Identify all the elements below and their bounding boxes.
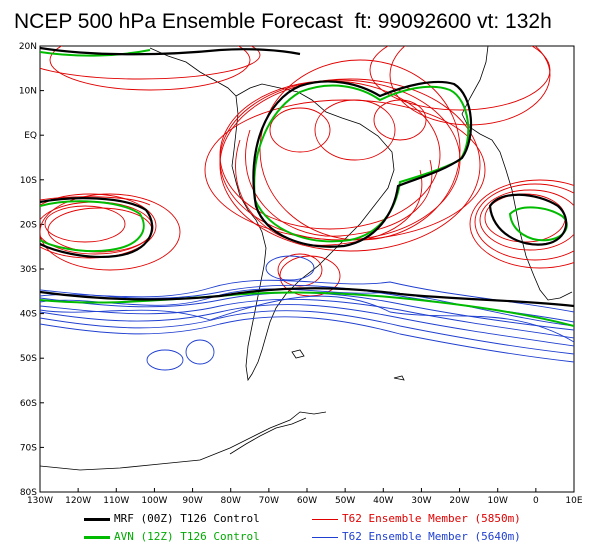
axis-ticks: 130W 120W 110W 100W 90W 80W 70W 60W 50W 40W 30W 20W… (19, 42, 583, 506)
red-contour (49, 46, 251, 91)
lat-tick-label: 20S (20, 220, 37, 230)
legend-red-label: T62 Ensemble Member (5850m) (342, 512, 521, 525)
lat-tick-label: 50S (20, 354, 37, 364)
blue-contour (40, 288, 574, 327)
coastlines (40, 46, 573, 471)
blue-contour (40, 279, 574, 313)
map-frame (39, 45, 575, 493)
lon-tick-label: 10E (565, 496, 582, 506)
lon-tick-label: 20W (449, 496, 469, 506)
legend-blue-members: T62 Ensemble Member (5640m) (312, 530, 521, 543)
red-contour (235, 139, 423, 246)
blue-contour (146, 349, 184, 371)
lon-tick-label: 90W (182, 496, 202, 506)
lon-tick-label: 80W (221, 496, 241, 506)
lon-tick-label: 120W (65, 496, 91, 506)
avn-contour-west-high (40, 200, 145, 253)
blue-contour (40, 295, 574, 343)
mrf-contour-5640 (40, 287, 574, 308)
red-contour (277, 253, 323, 287)
antarctic-peninsula (229, 417, 307, 455)
falkland-islands (291, 349, 305, 359)
legend-avn: AVN (12Z) T126 Control (84, 530, 260, 543)
red-contour (40, 193, 181, 271)
blue-contour (265, 255, 315, 281)
legend-avn-line (84, 535, 110, 539)
lat-tick-label: EQ (24, 131, 37, 141)
lon-tick-label: 60W (297, 496, 317, 506)
lat-tick-label: 10S (20, 176, 37, 186)
red-contour (245, 129, 433, 237)
avn-contour-tropics (253, 84, 470, 243)
avn-contour-5640 (40, 291, 574, 327)
lon-tick-label: 10W (488, 496, 508, 506)
red-contour (40, 196, 151, 206)
red-contour (479, 189, 574, 251)
lat-tick-label: 60S (20, 399, 37, 409)
legend-mrf: MRF (00Z) T126 Control (84, 512, 260, 525)
mrf-contour-east-high (488, 193, 568, 246)
legend-avn-label: AVN (12Z) T126 Control (114, 530, 260, 543)
lat-tick-label: 70S (20, 443, 37, 453)
legend-mrf-line (84, 517, 110, 521)
blue-contour (40, 298, 574, 339)
lon-tick-label: 40W (373, 496, 393, 506)
mrf-contour-tropics (252, 80, 473, 248)
legend-red-members: T62 Ensemble Member (5850m) (312, 512, 521, 525)
mrf-contour-west-high (40, 197, 154, 258)
south-america-coast (231, 83, 395, 382)
lon-tick-label: 130W (27, 496, 53, 506)
blue-contour (40, 310, 574, 355)
lon-tick-label: 100W (141, 496, 167, 506)
lat-tick-label: 10N (19, 87, 37, 97)
red-contour (314, 99, 396, 161)
red-contour (44, 205, 126, 243)
legend-blue-label: T62 Ensemble Member (5640m) (342, 530, 521, 543)
red-contour (40, 193, 157, 259)
lat-tick-label: 20N (19, 42, 37, 52)
legend-mrf-label: MRF (00Z) T126 Control (114, 512, 260, 525)
lon-tick-label: 70W (259, 496, 279, 506)
legend-blue-line (312, 536, 338, 538)
red-contour (269, 107, 331, 153)
africa-coast (461, 46, 573, 301)
blue-contour (185, 339, 215, 365)
red-contour (474, 183, 574, 261)
red-contour (40, 46, 261, 80)
south-georgia (393, 375, 405, 381)
lon-tick-label: 0 (533, 496, 539, 506)
red-contour (219, 78, 481, 252)
blue-contour (40, 304, 574, 347)
lat-tick-label: 30S (20, 265, 37, 275)
central-america-coast (149, 47, 237, 97)
chart-title: NCEP 500 hPa Ensemble Forecast ft: 99092… (14, 10, 552, 33)
lon-tick-label: 50W (335, 496, 355, 506)
mrf-control-contours (40, 46, 574, 308)
lat-tick-label: 80S (20, 488, 37, 498)
antarctica-coast (40, 411, 327, 471)
lon-tick-label: 30W (411, 496, 431, 506)
mrf-contour-north (40, 46, 301, 56)
lat-tick-label: 40S (20, 310, 37, 320)
legend-red-line (312, 518, 338, 520)
blue-contour (40, 316, 574, 363)
red-contour (469, 179, 574, 269)
avn-contour-north (40, 49, 151, 57)
lon-tick-label: 110W (103, 496, 129, 506)
